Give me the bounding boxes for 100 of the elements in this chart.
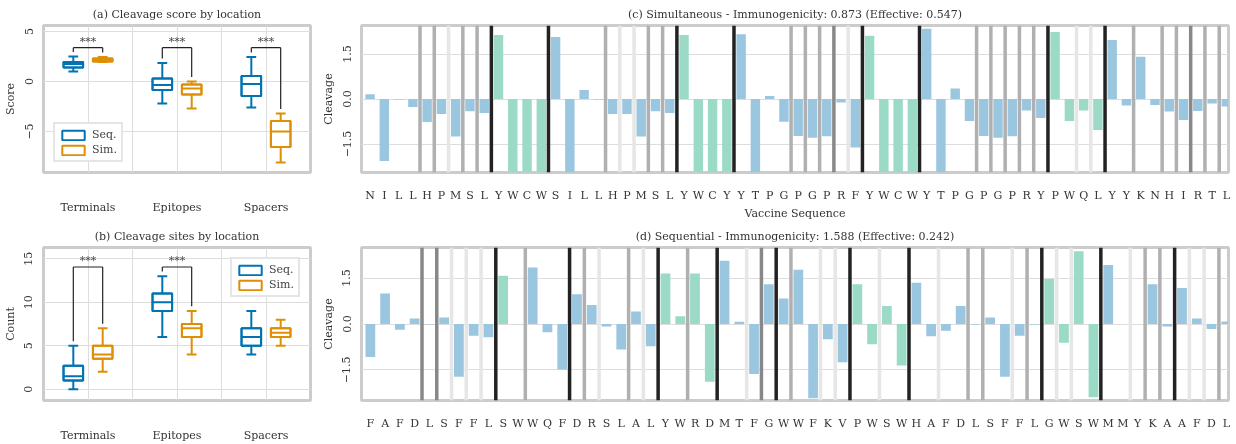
x-tick-label: W (895, 416, 908, 430)
x-tick-label: S (440, 416, 448, 430)
x-tick-label: Q (1079, 188, 1089, 202)
x-tick-label: C (522, 188, 532, 202)
legend-label: Seq. (92, 128, 117, 141)
y-axis-title: Count (3, 306, 17, 341)
x-tick-label: D (572, 416, 582, 430)
x-tick-label: Y (1036, 188, 1046, 202)
x-tick-label: L (971, 416, 980, 430)
x-tick-label: W (512, 416, 525, 430)
x-tick-label: P (437, 188, 446, 202)
x-tick-label: M (718, 416, 731, 430)
x-tick-label: S (986, 416, 994, 430)
x-tick-label: V (837, 416, 848, 430)
x-tick-label: D (1207, 416, 1217, 430)
x-tick-label: P (623, 188, 632, 202)
y-tick-label: 15 (22, 251, 36, 266)
x-tick-label: F (750, 416, 759, 430)
y-tick-label: 0.0 (340, 315, 354, 333)
x-tick-label: P (951, 188, 960, 202)
x-tick-label: F (455, 416, 464, 430)
annotation: *** (168, 34, 186, 48)
x-tick-label: P (1051, 188, 1060, 202)
y-tick-label: 10 (22, 295, 36, 310)
x-tick-label: A (631, 416, 642, 430)
x-tick-label: P (980, 188, 989, 202)
x-tick-label: Terminals (60, 200, 116, 214)
y-tick-label: 5 (22, 28, 36, 35)
x-tick-label: Epitopes (152, 200, 202, 214)
annotation: *** (79, 254, 97, 268)
x-tick-label: L (394, 188, 403, 202)
x-tick-label: Y (922, 188, 932, 202)
x-tick-label: Y (864, 188, 874, 202)
x-tick-label: G (965, 188, 974, 202)
x-tick-label: L (480, 188, 489, 202)
x-tick-label: W (527, 416, 540, 430)
x-tick-label: T (937, 188, 946, 202)
x-tick-label: P (1008, 188, 1017, 202)
x-tick-label: I (382, 188, 387, 202)
x-tick-label: S (883, 416, 891, 430)
x-tick-label: R (1193, 188, 1203, 202)
chart-title: (c) Simultaneous - Immunogenicity: 0.873 (Effective: 0.547) (627, 7, 963, 21)
x-tick-label: N (365, 188, 376, 202)
x-tick-label: Y (722, 188, 732, 202)
x-tick-label: L (425, 416, 434, 430)
chart-title: (d) Sequential - Immunogenicity: 1.588 (Effective: 0.242) (635, 229, 955, 243)
x-tick-label: W (1058, 416, 1071, 430)
x-tick-label: Y (1133, 416, 1143, 430)
y-tick-label: 0 (22, 78, 36, 85)
x-tick-label: F (558, 416, 567, 430)
x-tick-label: R (836, 188, 846, 202)
x-tick-label: A (1177, 416, 1188, 430)
x-tick-label: G (1044, 416, 1054, 430)
x-tick-label: D (410, 416, 420, 430)
x-tick-label: W (777, 416, 790, 430)
x-tick-label: L (666, 188, 675, 202)
y-tick-label: 1.5 (340, 269, 354, 287)
x-tick-label: K (1148, 416, 1158, 430)
x-tick-label: F (366, 416, 375, 430)
x-tick-label: Epitopes (152, 428, 202, 442)
x-tick-label: I (567, 188, 573, 202)
x-tick-label: L (484, 416, 493, 430)
y-tick-label: 0 (22, 385, 36, 393)
x-tick-label: A (1162, 416, 1173, 430)
x-tick-label: I (1181, 188, 1186, 202)
x-tick-label: Y (660, 416, 670, 430)
x-tick-label: S (551, 188, 560, 202)
x-tick-label: C (708, 188, 717, 202)
x-tick-label: W (792, 416, 805, 430)
y-axis-title: Score (3, 82, 17, 116)
x-tick-label: P (794, 188, 803, 202)
x-axis-title: Vaccine Sequence (743, 206, 846, 220)
x-tick-label: F (809, 416, 818, 430)
x-tick-label: L (1094, 188, 1103, 202)
x-tick-label: M (1102, 416, 1114, 430)
x-tick-label: M (1117, 416, 1129, 430)
x-tick-label: W (507, 188, 520, 202)
chart-title: (b) Cleavage sites by location (94, 229, 260, 243)
x-tick-label: G (779, 188, 789, 202)
x-tick-label: S (1074, 416, 1083, 430)
x-tick-label: L (580, 188, 589, 202)
x-tick-label: W (1063, 188, 1076, 202)
legend-label: Sim. (92, 143, 117, 156)
annotation: *** (257, 34, 275, 48)
x-tick-label: N (1150, 188, 1161, 202)
x-tick-label: F (851, 188, 860, 202)
x-tick-label: F (469, 416, 478, 430)
x-tick-label: G (764, 416, 774, 430)
x-tick-label: Spacers (243, 428, 289, 442)
x-tick-label: T (735, 416, 744, 430)
x-tick-label: M (450, 188, 462, 202)
x-tick-label: L (647, 416, 656, 430)
x-tick-label: T (1208, 188, 1217, 202)
x-tick-label: H (1164, 188, 1175, 202)
y-tick-label: −5 (22, 123, 36, 140)
x-tick-label: A (380, 416, 391, 430)
x-tick-label: S (602, 416, 611, 430)
x-tick-label: C (893, 188, 903, 202)
x-tick-label: W (878, 188, 891, 202)
chart-title: (a) Cleavage score by location (92, 7, 262, 21)
